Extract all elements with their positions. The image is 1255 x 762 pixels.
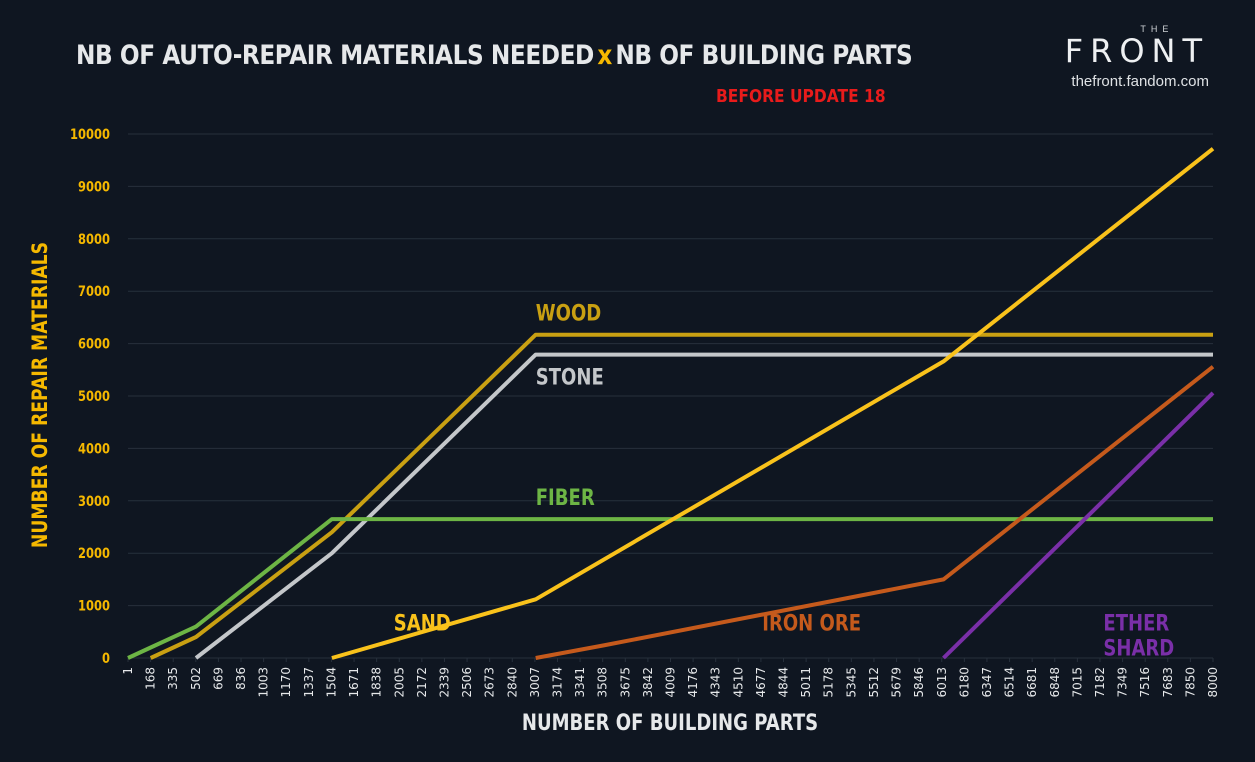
y-tick-label: 2000 — [78, 546, 110, 562]
y-tick-label: 1000 — [78, 599, 110, 615]
x-tick-label: 6514 — [1003, 667, 1017, 698]
x-tick-label: 1838 — [370, 667, 384, 698]
series-line-stone — [194, 352, 1213, 660]
x-tick-label: 1504 — [324, 667, 338, 698]
x-tick-label: 1671 — [347, 667, 361, 698]
x-tick-label: 6848 — [1048, 667, 1062, 698]
x-tick-label: 6681 — [1025, 667, 1039, 698]
chart-title-part2: NB OF BUILDING PARTS — [615, 40, 913, 71]
y-tick-label: 5000 — [78, 389, 110, 405]
series-line-wood — [149, 332, 1213, 660]
series-label-iron-ore: IRON ORE — [762, 610, 861, 636]
x-tick-label: 7015 — [1070, 667, 1084, 698]
y-tick-label: 8000 — [78, 232, 110, 248]
x-axis-label: NUMBER OF BUILDING PARTS — [521, 711, 819, 736]
chart-title-part1: NB OF AUTO-REPAIR MATERIALS NEEDED — [76, 40, 594, 71]
series-line-fiber — [127, 517, 1213, 660]
x-tick-label: 5011 — [799, 667, 813, 698]
x-tick-label: 3341 — [573, 667, 587, 698]
x-tick-label: 5345 — [844, 667, 858, 698]
series-label-sand: SAND — [394, 610, 451, 636]
x-tick-label: 669 — [211, 667, 225, 690]
y-tick-label: 3000 — [78, 494, 110, 510]
x-tick-label: 8000 — [1206, 667, 1220, 698]
x-tick-label: 4343 — [709, 667, 723, 698]
x-tick-label: 7349 — [1116, 667, 1130, 698]
x-tick-label: 4677 — [754, 667, 768, 698]
x-tick-label: 502 — [189, 667, 203, 690]
x-tick-label: 4844 — [777, 667, 791, 698]
series-label-fiber: FIBER — [536, 484, 595, 510]
y-tick-label: 10000 — [70, 127, 110, 143]
y-tick-label: 9000 — [78, 179, 110, 195]
x-tick-label: 2339 — [437, 667, 451, 698]
x-tick-label: 7683 — [1161, 667, 1175, 698]
x-tick-label: 2172 — [415, 667, 429, 698]
x-tick-label: 1337 — [302, 667, 316, 698]
brand-the: THE — [1140, 24, 1174, 34]
x-tick-label: 4510 — [731, 667, 745, 698]
series-label-wood: WOOD — [536, 300, 602, 326]
x-tick-label: 1170 — [279, 667, 293, 698]
series-label-ether-shard: SHARD — [1103, 635, 1174, 661]
x-tick-label: 3174 — [550, 667, 564, 698]
x-tick-label: 7516 — [1138, 667, 1152, 698]
x-tick-label: 5679 — [890, 667, 904, 698]
brand-name: FRONT — [1064, 32, 1209, 70]
series-label-stone: STONE — [536, 364, 604, 390]
x-tick-label: 2005 — [392, 667, 406, 698]
x-tick-label: 335 — [166, 667, 180, 690]
y-tick-label: 6000 — [78, 337, 110, 353]
x-tick-label: 6180 — [957, 667, 971, 698]
x-tick-label: 5512 — [867, 667, 881, 698]
x-tick-label: 6347 — [980, 667, 994, 698]
y-tick-label: 4000 — [78, 441, 110, 457]
x-tick-label: 1003 — [257, 667, 271, 698]
x-tick-label: 7182 — [1093, 667, 1107, 698]
chart-title-x: x — [597, 40, 612, 71]
series-line-ether-shard — [942, 391, 1215, 660]
x-tick-label: 3842 — [641, 667, 655, 698]
x-tick-label: 7850 — [1183, 667, 1197, 698]
x-tick-label: 836 — [234, 667, 248, 690]
x-tick-label: 2673 — [483, 667, 497, 698]
chart-subtitle: BEFORE UPDATE 18 — [716, 86, 886, 107]
brand-url: thefront.fandom.com — [1071, 73, 1209, 90]
x-tick-label: 2840 — [505, 667, 519, 698]
series-line-iron-ore — [535, 365, 1215, 660]
x-tick-label: 4176 — [686, 667, 700, 698]
series-label-ether-shard: ETHER — [1103, 610, 1169, 636]
x-tick-label: 3675 — [618, 667, 632, 698]
y-tick-label: 0 — [102, 651, 110, 667]
x-tick-label: 3007 — [528, 667, 542, 698]
chart-title: NB OF AUTO-REPAIR MATERIALS NEEDED x NB OF… — [76, 40, 913, 71]
x-tick-label: 3508 — [596, 667, 610, 698]
x-tick-label: 5178 — [822, 667, 836, 698]
brand-logo: THE FRONT thefront.fandom.com — [1065, 24, 1209, 90]
y-tick-label: 7000 — [78, 284, 110, 300]
series-line-sand — [331, 147, 1215, 660]
x-tick-label: 168 — [144, 667, 158, 690]
x-tick-label: 6013 — [935, 667, 949, 698]
x-tick-label: 2506 — [460, 667, 474, 698]
x-tick-label: 4009 — [664, 667, 678, 698]
x-tick-label: 1 — [121, 667, 135, 675]
x-tick-label: 5846 — [912, 667, 926, 698]
